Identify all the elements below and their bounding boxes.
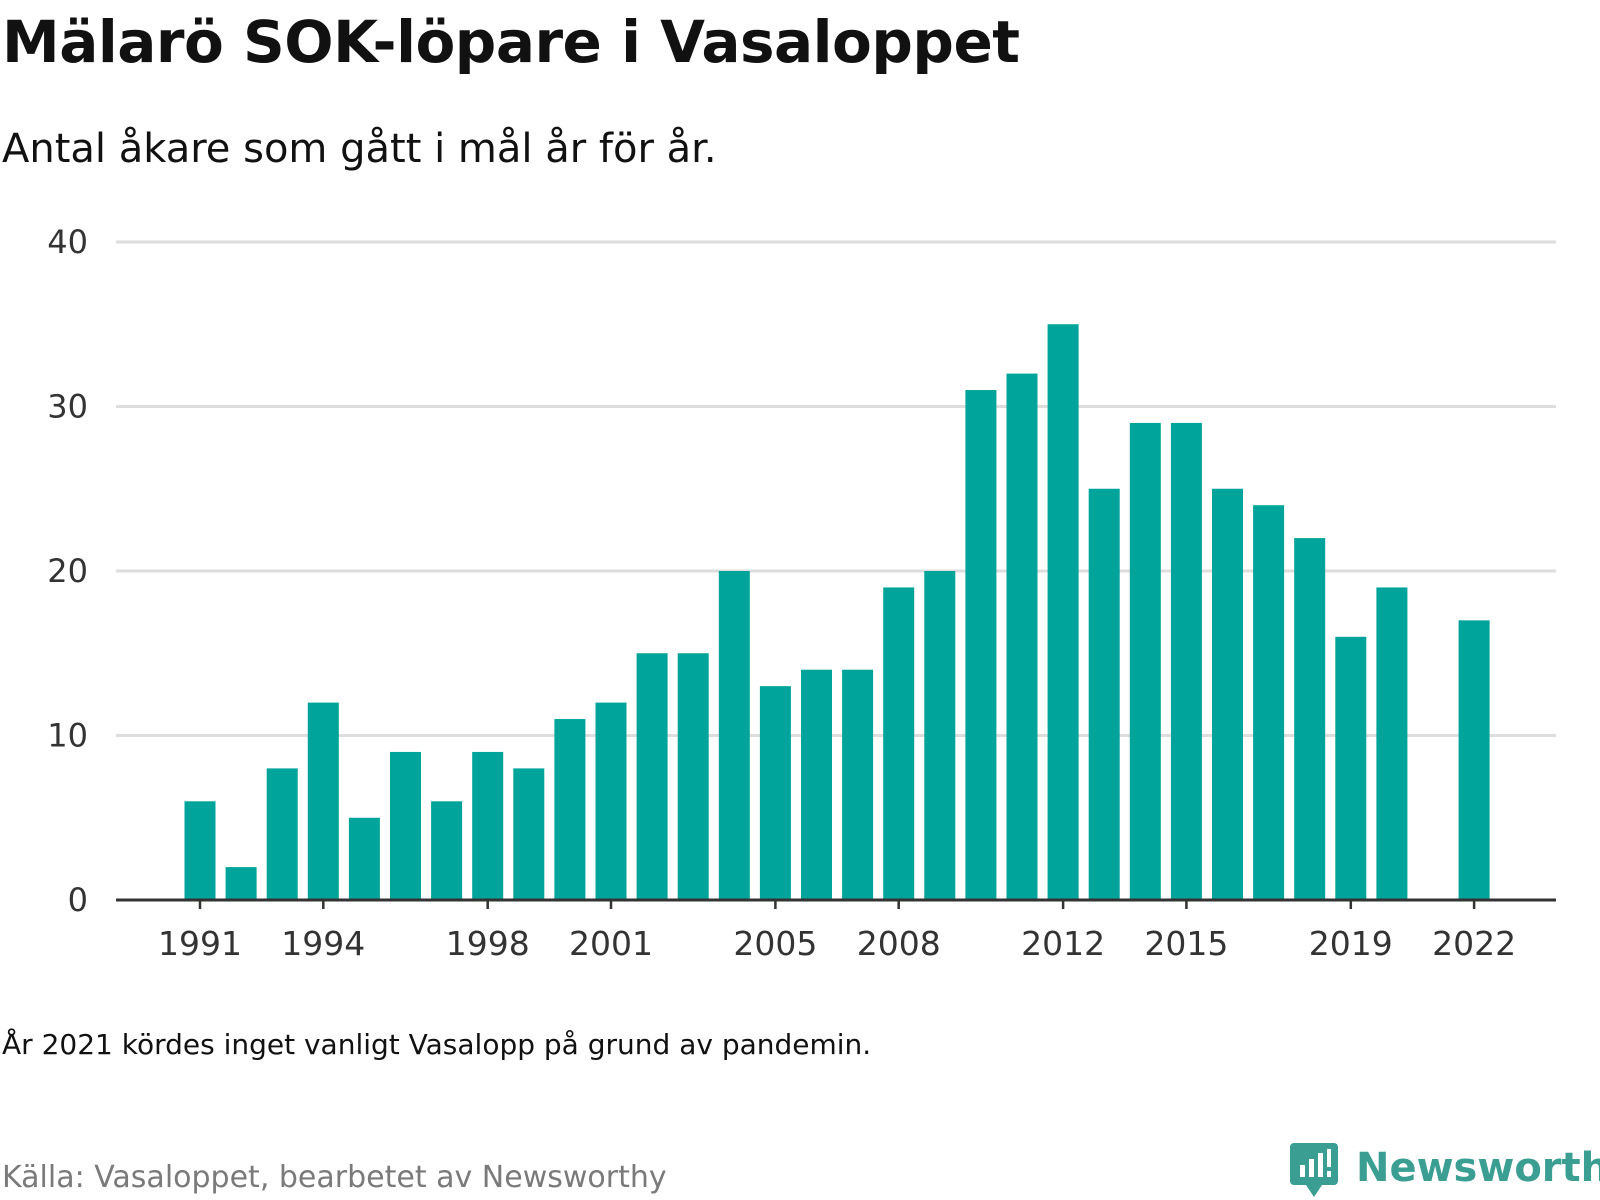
bar-2022 [1458,620,1490,900]
bar-1997 [431,801,463,900]
bar-chart: 0 10 20 30 40 1991 1994 1998 2001 2005 2008 2012 20… [47,223,1556,963]
bar-2015 [1170,422,1202,900]
bar-1991 [184,801,216,900]
bar-2006 [801,669,832,900]
bar-2020 [1376,587,1408,900]
bar-1993 [266,768,298,900]
bar-2014 [1129,422,1161,900]
bar-2013 [1088,488,1120,900]
bar-2012 [1047,324,1079,900]
y-tick-label: 30 [47,388,88,426]
x-tick-label: 1994 [281,924,365,963]
source-credit: Källa: Vasaloppet, bearbetet av Newswort… [2,1160,667,1195]
x-tick-label: 2001 [569,924,653,963]
brand-logo: Newsworthy [1290,1143,1600,1199]
x-tick-label: 2012 [1021,924,1105,963]
x-axis-tick-labels: 1991 1994 1998 2001 2005 2008 2012 2015 2019 2022 [158,924,1516,963]
x-tick-label: 1998 [446,924,530,963]
bar-2017 [1253,505,1285,900]
y-axis-tick-labels: 0 10 20 30 40 [47,223,88,919]
footnote: År 2021 kördes inget vanligt Vasalopp på… [2,1028,872,1061]
bar-1994 [307,702,339,900]
bar-1996 [390,751,421,900]
bar-2011 [1006,373,1038,901]
bar-2016 [1212,488,1243,900]
bar-2000 [554,719,586,900]
bars [184,324,1490,901]
x-tick-label: 2008 [857,924,941,963]
newsworthy-logo-icon [1290,1143,1338,1197]
x-tick-label: 2022 [1432,924,1516,963]
x-tick-label: 1991 [158,924,242,963]
bar-2008 [883,587,915,900]
bar-2003 [677,653,709,900]
chart-title: Mälarö SOK-löpare i Vasaloppet [2,8,1020,76]
bar-2019 [1335,636,1367,900]
bar-1995 [348,817,380,900]
y-tick-label: 20 [47,552,88,590]
x-tick-label: 2005 [733,924,817,963]
bar-1998 [472,751,504,900]
bar-2009 [924,571,956,900]
y-tick-label: 0 [68,881,88,919]
bar-2010 [965,390,997,900]
x-tick-label: 2019 [1309,924,1393,963]
x-tick-label: 2015 [1144,924,1228,963]
bar-2004 [718,571,750,900]
y-tick-label: 40 [47,223,88,261]
bar-2005 [759,686,791,900]
bar-2007 [842,669,874,900]
x-axis [116,898,1556,909]
brand-name: Newsworthy [1356,1145,1600,1191]
bar-1992 [225,867,257,900]
bar-2002 [636,653,668,900]
bar-2001 [595,702,627,900]
bar-1999 [513,768,545,900]
y-tick-label: 10 [47,717,88,755]
bar-2018 [1294,538,1326,900]
chart-subtitle: Antal åkare som gått i mål år för år. [2,126,717,172]
